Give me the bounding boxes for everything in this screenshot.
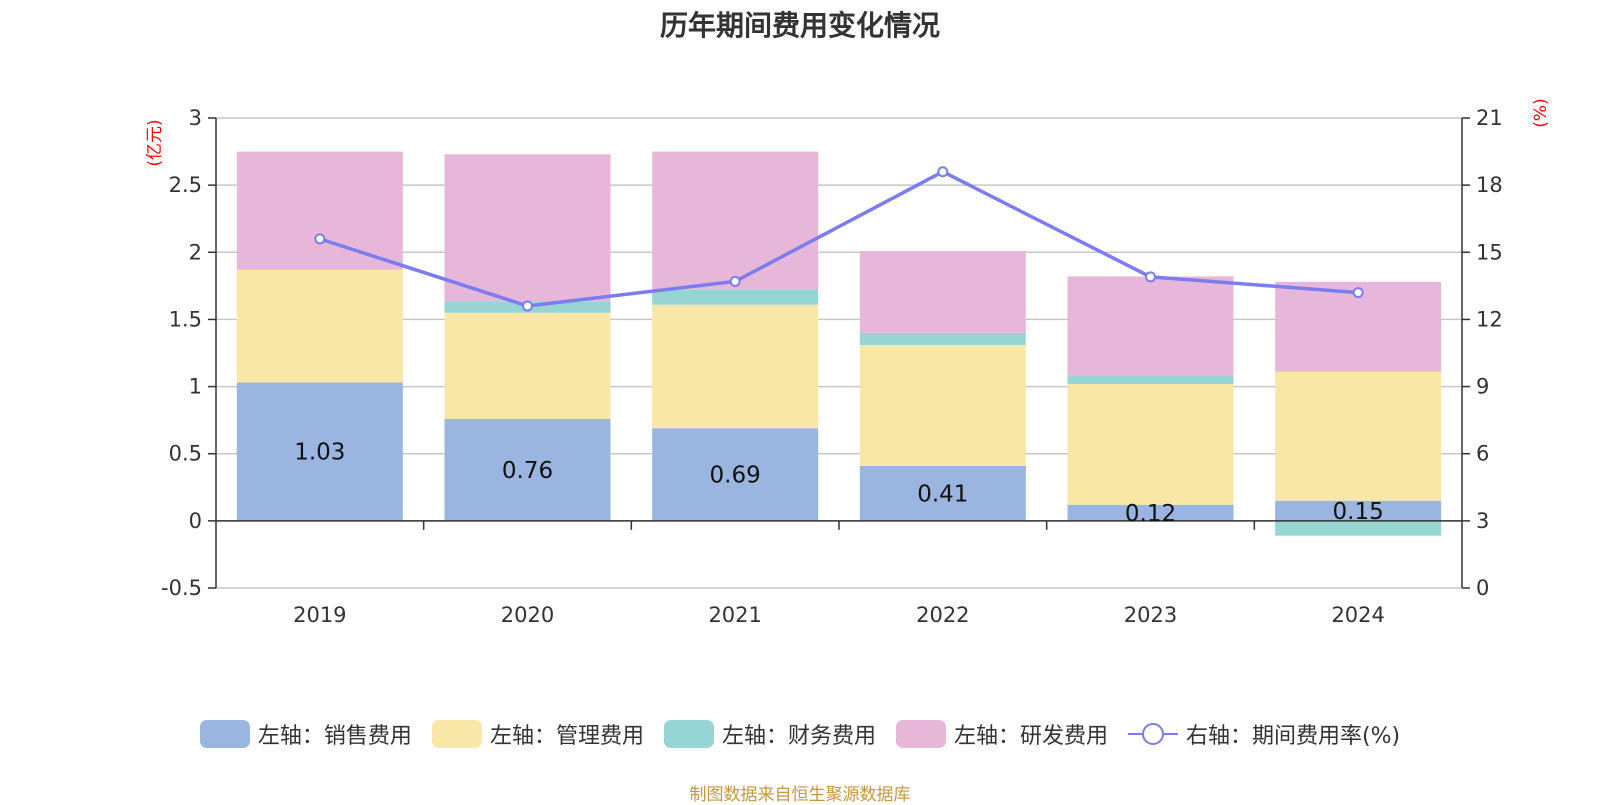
right-axis-unit: (%)	[1531, 98, 1551, 127]
expense-rate-point	[1352, 287, 1364, 299]
bar-segment	[652, 304, 819, 429]
legend-label-admin: 左轴：管理费用	[489, 724, 644, 749]
legend-label-finance: 左轴：财务费用	[721, 724, 876, 749]
legend-swatch-rnd	[895, 720, 946, 748]
bar-segment	[1067, 504, 1234, 521]
bar-segment	[1067, 383, 1234, 505]
category-label: 2022	[916, 603, 969, 627]
chart-title: 历年期间费用变化情况	[659, 9, 940, 42]
legend: 左轴：销售费用 左轴：管理费用 左轴：财务费用 左轴：研发费用 右轴：期间费用率…	[0, 718, 1600, 750]
bar-segment	[444, 312, 611, 419]
category-label: 2023	[1124, 603, 1177, 627]
expense-rate-line	[319, 169, 1359, 308]
source-footer: 制图数据来自恒生聚源数据库	[689, 785, 911, 805]
data-label: 1.03	[294, 440, 345, 466]
right-axis-tick-label: 3	[1476, 509, 1489, 533]
bar-segment	[236, 269, 403, 383]
bar-segment	[652, 151, 819, 290]
bar-segment	[652, 428, 819, 521]
left-axis-tick-label: 2	[189, 240, 202, 264]
bar-segment	[1275, 520, 1442, 536]
bar-segment	[236, 151, 403, 270]
right-axis-tick-label: 0	[1476, 576, 1489, 600]
category-label: 2019	[293, 603, 346, 627]
bar-segment	[444, 418, 611, 521]
bar-segment	[859, 344, 1026, 466]
expense-rate-point	[729, 275, 741, 287]
bar-segment	[1067, 375, 1234, 384]
bar-segment	[1275, 371, 1442, 501]
right-axis-tick-label: 15	[1476, 240, 1503, 264]
legend-swatch-sales	[199, 720, 250, 748]
left-axis-tick-label: 3	[189, 106, 202, 130]
left-axis-tick-label: 0.5	[169, 442, 202, 466]
left-axis-tick-label: -0.5	[161, 576, 202, 600]
expense-rate-point	[1145, 271, 1156, 283]
legend-item-rnd[interactable]: 左轴：研发费用	[895, 718, 1108, 750]
expense-rate-point	[314, 233, 326, 245]
legend-label-expense-rate: 右轴：期间费用率(%)	[1185, 724, 1401, 749]
left-axis-unit: (亿元)	[145, 119, 165, 166]
bar-segment	[652, 289, 819, 305]
bar-segment	[236, 382, 403, 521]
legend-item-expense-rate[interactable]: 右轴：期间费用率(%)	[1127, 718, 1401, 750]
legend-item-admin[interactable]: 左轴：管理费用	[431, 718, 644, 750]
data-label: 0.69	[710, 463, 761, 489]
bar-segment	[444, 154, 611, 302]
bar-segment	[859, 250, 1026, 333]
legend-swatch-admin	[431, 720, 482, 748]
bar-segment	[1275, 500, 1442, 521]
right-axis-tick-label: 12	[1476, 307, 1503, 331]
expense-rate-point	[522, 300, 533, 312]
right-axis-tick-label: 9	[1476, 375, 1489, 399]
right-axis-tick-label: 6	[1476, 442, 1489, 466]
left-axis-tick-label: 1	[189, 375, 202, 399]
expense-rate-point	[937, 166, 949, 178]
data-label: 0.76	[502, 458, 553, 484]
legend-swatch-expense-rate	[1127, 723, 1178, 745]
data-label: 0.41	[917, 481, 968, 507]
legend-swatch-finance	[663, 720, 714, 748]
bar-segment	[859, 465, 1026, 521]
bar-segment	[1067, 276, 1234, 376]
right-axis-tick-label: 21	[1476, 106, 1503, 130]
data-label: 0.15	[1333, 499, 1384, 525]
legend-label-rnd: 左轴：研发费用	[953, 724, 1108, 749]
data-label: 0.12	[1125, 501, 1176, 527]
legend-label-sales: 左轴：销售费用	[257, 724, 412, 749]
legend-item-finance[interactable]: 左轴：财务费用	[663, 718, 876, 750]
left-axis-tick-label: 0	[189, 509, 202, 533]
category-label: 2024	[1331, 603, 1384, 627]
legend-item-sales[interactable]: 左轴：销售费用	[199, 718, 412, 750]
right-axis-tick-label: 18	[1476, 173, 1503, 197]
left-axis-tick-label: 1.5	[169, 307, 202, 331]
left-axis-tick-label: 2.5	[169, 173, 202, 197]
category-label: 2021	[708, 603, 761, 627]
bar-segment	[859, 332, 1026, 345]
category-label: 2020	[501, 603, 554, 627]
